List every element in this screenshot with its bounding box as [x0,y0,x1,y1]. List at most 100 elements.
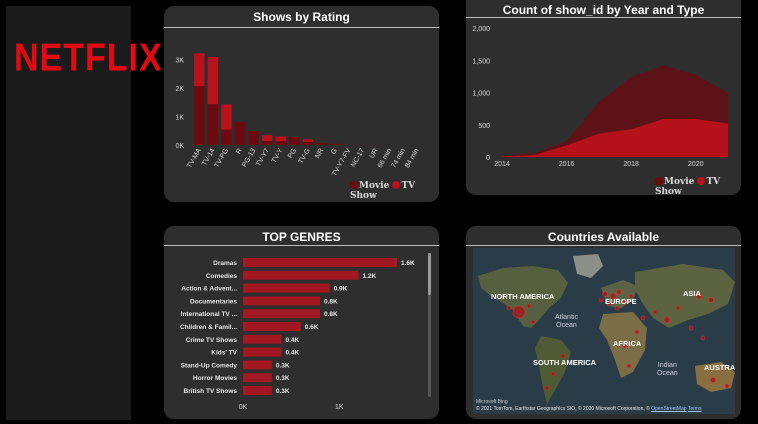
genre-value-label: 0.9K [334,286,348,293]
genres-scrollbar[interactable] [428,253,431,397]
x-tick-label: 2020 [688,161,704,168]
genre-value-label: 0.8K [324,298,338,305]
bar-movie-4 [248,131,259,145]
y-tick-label: 2K [175,86,184,93]
map-attribution: © 2021 TomTom, Earthstar Geographics SIO… [476,406,701,412]
genre-label: Crime TV Shows [186,337,238,344]
y-tick-label: 1,000 [472,91,490,98]
label-australia: AUSTRALI [704,363,735,372]
genre-value-label: 0.3K [276,375,290,382]
movie-dot-icon [350,181,358,189]
y-tick-label: 1,500 [472,58,490,65]
legend-label-tv-show: TV Show [350,181,416,201]
x-tick-label: TV-G [298,148,312,166]
x-tick-label: PG [287,148,298,160]
year-chart-card[interactable]: Count of show_id by Year and Type 0 500 1,… [466,0,741,195]
legend-item-tv-show[interactable]: TV Show [655,177,720,195]
genre-value-label: 0.8K [324,311,338,318]
genre-label: Horror Movies [193,375,237,382]
tv-show-dot-icon [697,177,706,185]
legend-item-movie[interactable]: Movie [350,181,389,191]
area-tv-show [502,118,728,157]
genre-label: Documentaries [190,298,237,305]
genre-value-label: 0.3K [276,362,290,369]
genre-label: Stand-Up Comedy [181,362,238,369]
year-chart-title: Count of show_id by Year and Type [502,3,705,17]
terms-link[interactable]: Terms [687,406,702,412]
bar-movie-6 [275,141,287,145]
osm-link[interactable]: OpenStreetMap [651,406,687,412]
bar-movie-2 [221,129,232,145]
title-divider [466,245,741,246]
x-tick-label: 84 min [404,147,421,169]
x-tick-label: 2014 [494,161,510,168]
x-tick-label: 2018 [623,161,639,168]
legend-item-tv-show[interactable]: TV Show [350,181,415,201]
bar-movie-0 [194,86,205,145]
genres-chart-card[interactable]: TOP GENRES Dramas 1.6K Comedies 1.2K Action … [164,226,439,419]
bar-movie-8 [302,141,314,145]
x-tick-label: TV-Y7 [255,147,271,167]
bar-tv-show-6 [275,136,287,142]
y-tick-label: 0K [175,143,184,150]
genre-bar-1 [243,270,359,280]
title-divider [164,245,439,246]
sidebar-panel: NETFLIX [6,6,162,420]
x-tick-label: TV-Y [271,147,285,164]
bar-movie-7 [289,137,300,145]
label-asia: ASIA [683,289,701,298]
genre-bar-8 [243,360,272,370]
label-europe: EUROPE [605,297,637,306]
scrollbar-thumb[interactable] [428,253,431,295]
netflix-logo: NETFLIX [14,36,163,80]
bar-movie-5 [262,141,273,145]
genres-chart-title: TOP GENRES [262,230,341,244]
y-tick-label: 2,000 [472,26,490,33]
genre-bar-6 [243,334,282,344]
bar-tv-show-8 [302,139,314,142]
genres-bar-chart[interactable]: Dramas 1.6K Comedies 1.2K Action & Advent...… [164,226,439,419]
year-area-chart[interactable]: 0 500 1,000 1,500 2,000 2014 2016 2018 2020 [466,0,741,195]
rating-chart-card[interactable]: Shows by Rating 0K 1K 2K 3K TV-MA TV-14 TV-PG R… [164,6,439,202]
greenland-land [573,254,603,278]
bar-tv-show-5 [262,135,273,141]
movie-dot-icon [655,177,663,185]
bing-logo: Microsoft Bing [476,399,508,405]
legend-item-movie[interactable]: Movie [655,177,694,187]
genre-bar-10 [243,386,272,395]
year-legend: Movie TV Show [655,177,741,195]
genre-label: Comedies [206,273,237,280]
map-card[interactable]: Countries Available [466,226,741,419]
bar-movie-1 [207,104,219,145]
x-tick-label: G [330,148,339,156]
x-tick-label: TV-MA [186,147,203,169]
genre-label: Kids' TV [211,350,237,357]
legend-label-movie: Movie [664,177,695,187]
asia-land [635,264,735,328]
label-africa: AFRICA [613,339,642,348]
x-tick-label: UR [369,148,380,160]
y-tick-label: 3K [175,57,184,64]
x-tick-label: NC-17 [350,147,366,168]
label-indian-ocean: Indian Ocean [657,362,678,377]
genre-bar-0 [243,258,397,267]
genre-bar-9 [243,373,272,383]
world-map[interactable]: NORTH AMERICA EUROPE ASIA AFRICA SOUTH A… [473,248,735,414]
genre-bar-2 [243,283,330,293]
rating-legend: Movie TV Show [350,181,439,201]
y-tick-label: 0 [486,155,490,162]
genre-value-label: 0.4K [286,350,300,357]
y-tick-label: 500 [478,123,490,130]
bar-tv-show-1 [207,57,219,105]
genre-label: Dramas [213,260,237,267]
rating-chart-title: Shows by Rating [253,10,350,24]
south-america-land [535,336,571,404]
bar-tv-show-2 [221,104,232,130]
genre-bar-4 [243,309,320,319]
bar-movie-3 [234,122,246,145]
legend-label-tv-show: TV Show [655,177,721,195]
north-america-land [478,266,568,328]
x-tick-label: NR [314,148,325,160]
attribution-text: © 2021 TomTom, Earthstar Geographics SIO… [476,406,650,412]
